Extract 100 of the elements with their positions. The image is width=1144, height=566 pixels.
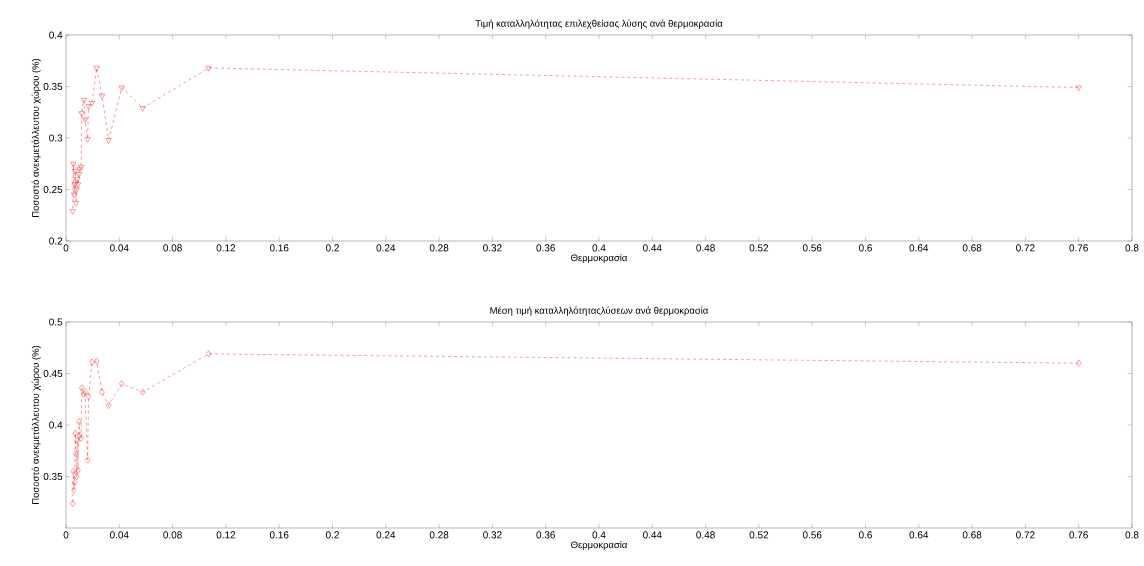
x-tick-label: 0.64 [909,531,929,539]
point [85,104,92,110]
x-tick-label: 0.44 [642,531,662,539]
point [99,388,105,396]
x-tick-label: 0.76 [1069,244,1088,252]
point [89,101,95,107]
x-tick-label: 0.12 [216,531,236,539]
point [73,187,80,193]
x-tick-label: 0.52 [749,244,769,252]
point [94,357,100,365]
x-tick-label: 0.6 [858,531,872,539]
point [84,456,91,464]
x-tick-label: 0.68 [962,244,982,252]
point [71,192,77,199]
y-tick-label: 0.4 [49,31,63,39]
x-tick-label: 0.16 [269,531,289,539]
point [93,66,100,72]
x-tick-label: 0.72 [1016,531,1035,539]
point [82,117,89,123]
y-axis-title: Ποσοστό ανεκμετάλλευτου χώρου (%) [31,58,41,217]
x-tick-label: 0 [63,244,69,252]
point [74,177,81,183]
x-tick-label: 0.24 [376,244,396,252]
x-tick-label: 0.64 [909,244,929,252]
point [70,499,76,507]
point [205,350,212,358]
point [72,479,78,487]
point [75,182,81,188]
point [79,384,85,392]
x-tick-label: 0.68 [962,531,982,539]
point [74,473,80,480]
x-tick-label: 0.32 [483,244,502,252]
x-tick-label: 0.16 [269,244,289,252]
point [118,85,125,91]
x-tick-label: 0.32 [483,531,502,539]
y-tick-label: 0.2 [49,237,63,245]
point [72,429,78,437]
point [205,66,212,72]
x-tick-label: 0.8 [1125,531,1139,539]
point [1075,85,1082,91]
point [119,380,125,388]
x-tick-label: 0.08 [163,531,182,539]
x-tick-label: 0.2 [325,531,339,539]
point [76,172,83,178]
point [1076,359,1082,367]
x-tick-label: 0.28 [429,531,449,539]
point [71,182,78,188]
x-tick-label: 0.48 [696,244,715,252]
x-axis-title: Θερμοκρασία [571,540,628,551]
x-tick-label: 0.08 [163,244,182,252]
y-tick-label: 0.3 [49,134,63,142]
x-tick-label: 0.36 [536,244,555,252]
x-tick-label: 0.72 [1016,244,1035,252]
point [81,98,87,104]
point [71,486,77,494]
y-axis-title: Ποσοστό ανεκμετάλλευτου χώρου (%) [31,345,41,504]
point [73,450,79,458]
x-tick-label: 0.48 [696,531,715,539]
point [106,402,112,409]
point [69,209,76,215]
point [76,418,82,426]
x-tick-label: 0.56 [802,244,822,252]
point [75,466,81,474]
y-tick-label: 0.5 [49,318,63,326]
point [86,392,92,400]
x-tick-label: 0.4 [592,531,606,539]
x-tick-label: 0.52 [749,531,769,539]
y-tick-label: 0.35 [43,82,63,91]
y-tick-label: 0.45 [43,369,63,378]
point [70,467,76,475]
x-tick-label: 0.56 [802,531,822,539]
point [99,93,105,100]
x-tick-label: 0.8 [1125,244,1139,252]
x-axis-title: Θερμοκρασία [571,253,628,264]
x-tick-label: 0.2 [325,244,339,252]
x-tick-label: 0.4 [592,244,606,252]
x-tick-label: 0 [63,531,69,539]
point [74,437,80,444]
x-tick-label: 0.28 [429,244,449,252]
x-tick-label: 0.76 [1069,531,1088,539]
y-tick-label: 0.35 [43,472,63,481]
x-tick-label: 0.36 [536,531,555,539]
x-tick-label: 0.44 [642,244,662,252]
x-tick-label: 0.04 [109,531,129,539]
point [73,201,79,207]
point [78,111,85,117]
point [139,106,146,112]
y-tick-label: 0.25 [43,185,63,194]
point [77,431,83,439]
chart-title: Μέση τιμή καταλληλότηταςλύσεων ανά θερμοκρασία [490,306,709,316]
point [89,358,95,366]
x-tick-label: 0.6 [858,244,872,252]
x-tick-label: 0.12 [216,244,236,252]
chart-title: Τιμή καταλληλότητας επιλεχθείσας λύσης ανά θερμοκρασία [475,19,723,29]
point [84,137,91,143]
point [72,169,79,175]
y-tick-label: 0.4 [49,421,63,429]
point [78,434,84,442]
x-tick-label: 0.04 [109,244,129,252]
x-tick-label: 0.24 [376,531,396,539]
